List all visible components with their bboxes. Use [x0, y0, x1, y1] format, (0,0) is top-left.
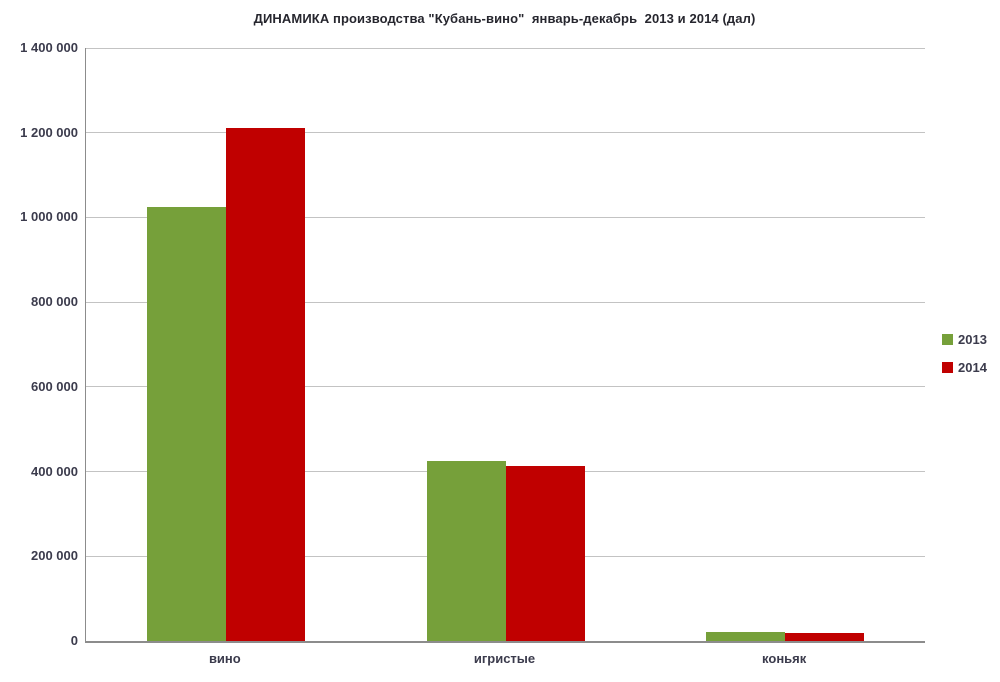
x-category-label-вино: вино	[208, 651, 241, 666]
y-tick-label: 800 000	[31, 294, 78, 310]
legend-item-2014: 2014	[942, 360, 987, 375]
bar-2013-коньяк	[706, 632, 786, 641]
x-category-label-игристые: игристые	[473, 651, 536, 666]
y-tick-label: 1 200 000	[20, 124, 78, 140]
y-tick-label: 200 000	[31, 548, 78, 564]
legend: 2013 2014	[942, 332, 987, 375]
legend-label: 2014	[958, 360, 987, 375]
y-tick-label: 0	[70, 633, 78, 648]
y-tick-label: 1 000 000	[20, 209, 78, 225]
bar-2014-вино	[225, 128, 305, 641]
bar-2013-игристые	[426, 461, 506, 641]
y-tick-label: 600 000	[31, 378, 78, 394]
bar-2013-вино	[146, 206, 226, 641]
legend-swatch-icon	[942, 334, 953, 345]
gridline-800000	[86, 301, 925, 303]
bar-2014-игристые	[505, 466, 585, 641]
bar-2014-коньяк	[785, 632, 865, 641]
x-category-label-коньяк: коньяк	[762, 651, 807, 666]
plot-area	[85, 47, 925, 643]
gridline-1200000	[86, 132, 925, 134]
chart-title: ДИНАМИКА производства "Кубань-вино" янва…	[253, 11, 756, 26]
legend-swatch-icon	[942, 362, 953, 373]
gridline-1400000	[86, 47, 925, 49]
gridline-600000	[86, 386, 925, 388]
legend-item-2013: 2013	[942, 332, 987, 347]
legend-label: 2013	[958, 332, 987, 347]
y-tick-label: 400 000	[31, 463, 78, 479]
gridline-1000000	[86, 216, 925, 218]
y-tick-label: 1 400 000	[20, 40, 78, 55]
